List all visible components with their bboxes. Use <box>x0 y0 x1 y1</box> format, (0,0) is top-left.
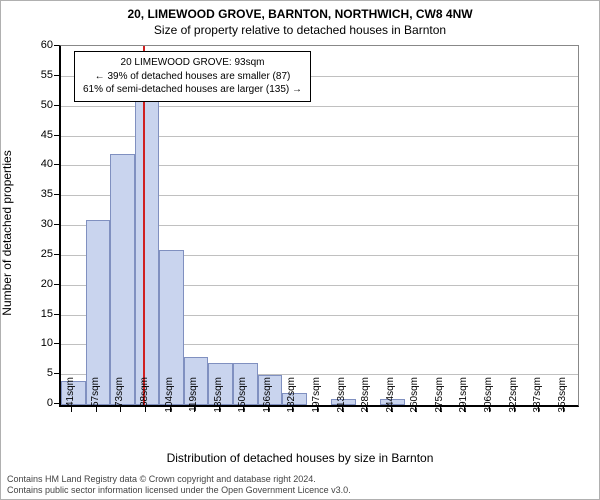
y-tick-mark <box>54 224 59 225</box>
y-tick-mark <box>54 135 59 136</box>
y-tick-mark <box>54 194 59 195</box>
x-tick-label: 213sqm <box>336 377 347 417</box>
y-tick-label: 35 <box>25 188 53 200</box>
y-tick-label: 10 <box>25 337 53 349</box>
annotation-box: 20 LIMEWOOD GROVE: 93sqm← 39% of detache… <box>74 51 311 102</box>
y-tick-label: 50 <box>25 99 53 111</box>
y-tick-label: 25 <box>25 248 53 260</box>
x-tick-label: 228sqm <box>360 377 371 417</box>
y-tick-label: 60 <box>25 39 53 51</box>
x-axis-label: Distribution of detached houses by size … <box>1 451 599 465</box>
x-tick-label: 182sqm <box>286 377 297 417</box>
footer-attribution: Contains HM Land Registry data © Crown c… <box>7 474 351 495</box>
x-tick-label: 353sqm <box>557 377 568 417</box>
y-tick-mark <box>54 164 59 165</box>
x-tick-label: 73sqm <box>114 377 125 417</box>
x-tick-label: 337sqm <box>532 377 543 417</box>
x-tick-label: 291sqm <box>458 377 469 417</box>
x-tick-label: 306sqm <box>483 377 494 417</box>
x-tick-label: 135sqm <box>213 377 224 417</box>
annotation-line: 61% of semi-detached houses are larger (… <box>83 83 302 97</box>
chart-title-sub: Size of property relative to detached ho… <box>1 23 599 37</box>
x-tick-label: 88sqm <box>139 377 150 417</box>
y-tick-mark <box>54 284 59 285</box>
x-tick-label: 119sqm <box>188 377 199 417</box>
x-tick-label: 41sqm <box>65 377 76 417</box>
x-tick-label: 166sqm <box>262 377 273 417</box>
y-tick-label: 40 <box>25 158 53 170</box>
annotation-line: ← 39% of detached houses are smaller (87… <box>83 70 302 84</box>
chart-container: 20, LIMEWOOD GROVE, BARNTON, NORTHWICH, … <box>0 0 600 500</box>
x-tick-label: 197sqm <box>311 377 322 417</box>
y-tick-label: 20 <box>25 278 53 290</box>
footer-line-1: Contains HM Land Registry data © Crown c… <box>7 474 351 484</box>
x-tick-label: 57sqm <box>90 377 101 417</box>
y-axis-label: Number of detached properties <box>0 150 14 315</box>
y-tick-label: 45 <box>25 129 53 141</box>
histogram-bar <box>110 154 135 405</box>
y-tick-mark <box>54 75 59 76</box>
x-tick-label: 104sqm <box>164 377 175 417</box>
annotation-line: 20 LIMEWOOD GROVE: 93sqm <box>83 56 302 70</box>
x-tick-label: 275sqm <box>434 377 445 417</box>
footer-line-2: Contains public sector information licen… <box>7 485 351 495</box>
y-tick-mark <box>54 45 59 46</box>
y-tick-mark <box>54 403 59 404</box>
y-tick-mark <box>54 105 59 106</box>
y-tick-label: 5 <box>25 367 53 379</box>
y-tick-label: 0 <box>25 397 53 409</box>
x-tick-label: 322sqm <box>508 377 519 417</box>
y-tick-label: 30 <box>25 218 53 230</box>
y-tick-mark <box>54 314 59 315</box>
histogram-bar <box>135 101 160 405</box>
x-tick-label: 260sqm <box>409 377 420 417</box>
x-tick-label: 150sqm <box>237 377 248 417</box>
y-tick-label: 15 <box>25 308 53 320</box>
chart-title-main: 20, LIMEWOOD GROVE, BARNTON, NORTHWICH, … <box>1 7 599 21</box>
y-tick-mark <box>54 254 59 255</box>
y-tick-label: 55 <box>25 69 53 81</box>
y-tick-mark <box>54 343 59 344</box>
y-tick-mark <box>54 373 59 374</box>
x-tick-label: 244sqm <box>385 377 396 417</box>
